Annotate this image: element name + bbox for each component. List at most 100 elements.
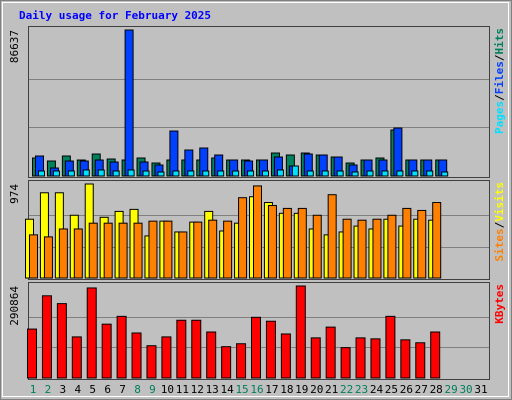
bar <box>297 207 307 279</box>
bar <box>357 219 367 279</box>
x-tick-label: 21 <box>325 383 338 396</box>
legend: KBytes <box>493 284 506 324</box>
x-tick-label: 30 <box>459 383 472 396</box>
bar <box>247 170 255 177</box>
bar <box>400 339 411 379</box>
x-tick-label: 11 <box>176 383 189 396</box>
x-tick-label: 20 <box>310 383 323 396</box>
bar <box>276 169 284 177</box>
bar <box>101 323 112 379</box>
bar <box>29 234 38 279</box>
bar <box>52 170 60 177</box>
legend-entry: Visits <box>493 182 506 222</box>
legend: Sites/Visits <box>493 182 506 262</box>
x-tick-label: 23 <box>355 383 368 396</box>
bar <box>417 209 427 279</box>
bar <box>306 170 314 177</box>
x-tick-label: 13 <box>206 383 219 396</box>
bar <box>161 336 172 379</box>
bar <box>351 171 359 177</box>
bar <box>43 236 53 279</box>
bar <box>82 169 90 177</box>
bar <box>178 231 188 279</box>
x-tick-label: 1 <box>30 383 37 396</box>
legend-entry: KBytes <box>493 284 506 324</box>
bar <box>372 218 382 279</box>
bar <box>267 205 277 279</box>
bar <box>327 194 337 279</box>
bar <box>370 338 381 379</box>
bar <box>208 219 218 279</box>
panel-frame <box>28 26 490 178</box>
bar <box>251 316 261 379</box>
bar <box>206 331 217 379</box>
bar <box>38 170 45 177</box>
bar <box>396 170 404 177</box>
x-tick-label: 8 <box>134 383 141 396</box>
y-tick-label: 86637 <box>8 30 21 63</box>
x-tick-label: 12 <box>191 383 204 396</box>
bar <box>124 29 134 177</box>
bar <box>310 337 321 379</box>
bar <box>381 170 389 177</box>
bar <box>236 343 247 379</box>
chart-title: Daily usage for February 2025 <box>19 9 211 22</box>
x-tick-label: 3 <box>60 383 67 396</box>
bar <box>262 170 269 177</box>
bar <box>342 218 352 279</box>
bar <box>238 197 248 279</box>
bar <box>103 222 113 279</box>
x-tick-label: 29 <box>445 383 458 396</box>
x-tick-label: 25 <box>385 383 398 396</box>
bar <box>131 332 142 379</box>
x-tick-label: 22 <box>340 383 353 396</box>
bar <box>441 171 449 177</box>
bar <box>163 220 173 279</box>
x-tick-label: 31 <box>474 383 487 396</box>
bar <box>133 222 143 279</box>
x-tick-label: 6 <box>104 383 111 396</box>
bar <box>176 319 187 379</box>
bar <box>280 333 291 379</box>
bar <box>118 222 128 279</box>
bar <box>432 202 442 279</box>
bar <box>127 169 135 177</box>
bar <box>202 170 210 177</box>
x-tick-label: 19 <box>295 383 308 396</box>
legend-separator: / <box>493 94 506 101</box>
bar <box>415 342 426 379</box>
x-tick-label: 17 <box>265 383 278 396</box>
bar <box>67 170 75 177</box>
bar <box>172 170 180 177</box>
legend-entry: Files <box>493 61 506 94</box>
bar <box>385 315 396 379</box>
bar <box>116 315 127 379</box>
x-tick-label: 5 <box>89 383 96 396</box>
legend-separator: / <box>493 221 506 228</box>
bar <box>169 130 179 177</box>
legend-entry: Hits <box>493 28 506 55</box>
x-tick-label: 4 <box>74 383 81 396</box>
bar <box>187 170 195 177</box>
bar <box>265 320 276 379</box>
x-tick-label: 16 <box>250 383 263 396</box>
bar <box>411 170 419 177</box>
bar <box>193 221 203 279</box>
bar <box>112 170 120 177</box>
x-tick-label: 24 <box>370 383 384 396</box>
legend-separator: / <box>493 54 506 61</box>
bar <box>312 214 322 279</box>
bar <box>430 331 441 379</box>
bar <box>217 170 225 177</box>
bar <box>325 326 336 379</box>
x-tick-label: 14 <box>221 383 235 396</box>
bar <box>157 171 165 177</box>
bar <box>142 170 150 177</box>
x-tick-label: 28 <box>430 383 443 396</box>
x-tick-label: 15 <box>235 383 248 396</box>
bar <box>253 185 262 279</box>
bar <box>27 328 37 379</box>
bar <box>291 165 299 177</box>
